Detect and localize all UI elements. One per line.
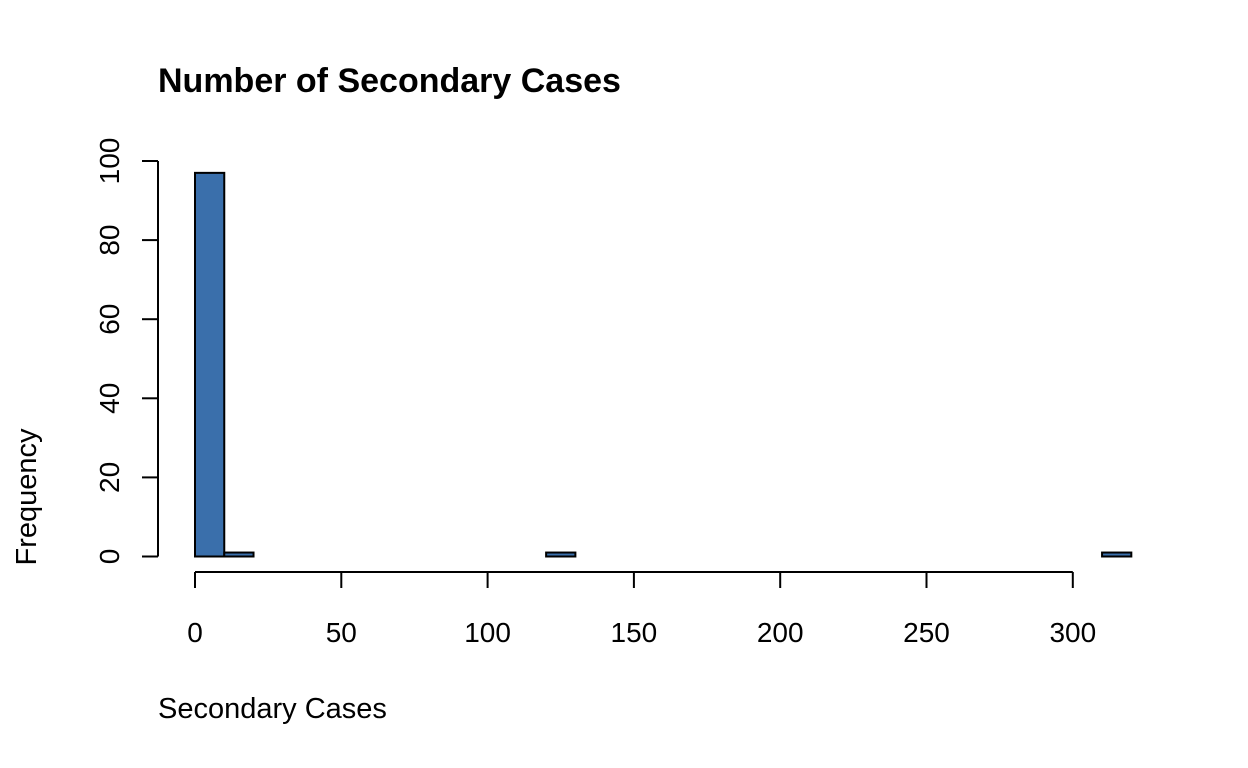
y-tick-label: 80 — [94, 225, 125, 256]
x-axis: 0 50 100 150 200 250 300 — [187, 571, 1096, 648]
y-tick-label: 60 — [94, 304, 125, 335]
x-tick-label: 100 — [464, 617, 511, 648]
y-axis: 0 20 40 60 80 100 — [94, 138, 159, 565]
histogram-bar — [545, 551, 577, 558]
y-tick-label: 100 — [94, 138, 125, 185]
histogram-bar — [223, 551, 255, 558]
x-tick-label: 250 — [903, 617, 950, 648]
y-tick-label: 20 — [94, 462, 125, 493]
chart-title: Number of Secondary Cases — [158, 62, 621, 100]
bars — [194, 171, 1133, 558]
histogram-bar — [194, 171, 226, 558]
x-tick-label: 200 — [757, 617, 804, 648]
y-tick-label: 40 — [94, 383, 125, 414]
histogram-bar — [1101, 551, 1133, 558]
y-tick-label: 0 — [94, 549, 125, 565]
x-tick-label: 0 — [187, 617, 203, 648]
y-axis-label: Frequency — [11, 428, 43, 566]
x-axis-label: Secondary Cases — [158, 693, 387, 725]
x-tick-label: 50 — [326, 617, 357, 648]
x-tick-label: 300 — [1049, 617, 1096, 648]
x-tick-label: 150 — [611, 617, 658, 648]
